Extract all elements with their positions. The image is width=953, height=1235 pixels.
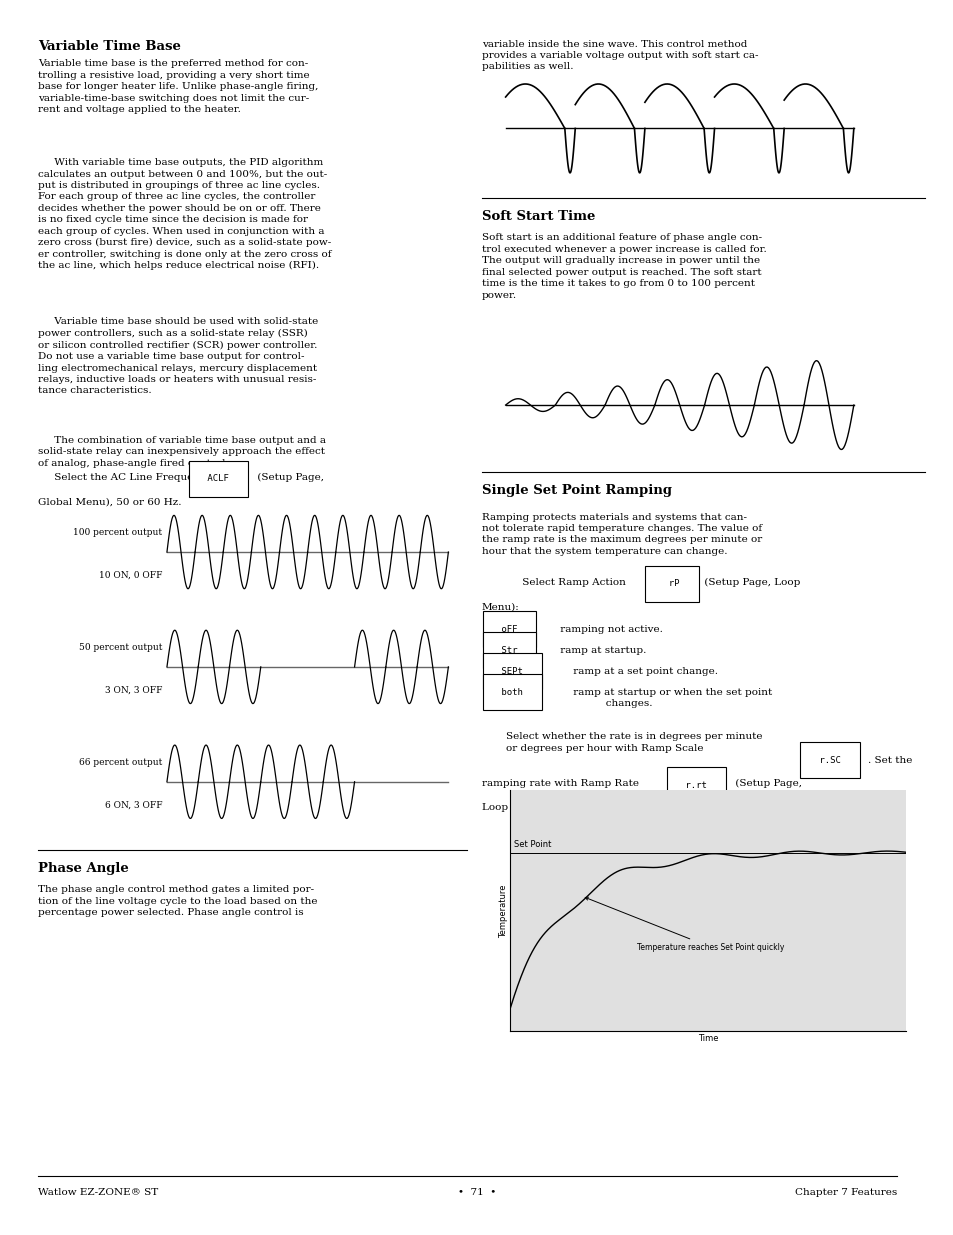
- Text: Soft Start Time: Soft Start Time: [481, 210, 595, 224]
- Text: r.rt: r.rt: [679, 781, 712, 789]
- Text: Variable time base should be used with solid-state
power controllers, such as a : Variable time base should be used with s…: [38, 317, 318, 395]
- Text: (Setup Page,: (Setup Page,: [253, 473, 323, 482]
- Text: 50 percent output: 50 percent output: [78, 643, 162, 652]
- Text: r.SC: r.SC: [813, 756, 845, 764]
- Text: (Setup Page,: (Setup Page,: [731, 779, 801, 788]
- Text: ramp at startup.: ramp at startup.: [557, 646, 646, 655]
- Text: Loop Menu).: Loop Menu).: [481, 803, 548, 811]
- Text: 6 ON, 3 OFF: 6 ON, 3 OFF: [105, 800, 162, 809]
- X-axis label: Time: Time: [698, 1034, 718, 1044]
- Text: ramping rate with Ramp Rate: ramping rate with Ramp Rate: [481, 779, 639, 788]
- Text: With variable time base outputs, the PID algorithm
calculates an output between : With variable time base outputs, the PID…: [38, 158, 332, 270]
- Text: Variable time base is the preferred method for con-
trolling a resistive load, p: Variable time base is the preferred meth…: [38, 59, 318, 114]
- Text: Variable Time Base: Variable Time Base: [38, 40, 181, 53]
- Text: variable inside the sine wave. This control method
provides a variable voltage o: variable inside the sine wave. This cont…: [481, 40, 758, 72]
- Text: Select Ramp Action: Select Ramp Action: [505, 578, 628, 587]
- Text: Soft start is an additional feature of phase angle con-
trol executed whenever a: Soft start is an additional feature of p…: [481, 233, 765, 300]
- Text: 66 percent output: 66 percent output: [79, 758, 162, 767]
- Text: Chapter 7 Features: Chapter 7 Features: [794, 1188, 896, 1197]
- Text: ramp at a set point change.: ramp at a set point change.: [569, 667, 717, 676]
- Text: The combination of variable time base output and a
solid-state relay can inexpen: The combination of variable time base ou…: [38, 436, 326, 468]
- Text: rP: rP: [658, 579, 684, 588]
- Text: (Setup Page, Loop: (Setup Page, Loop: [700, 578, 800, 587]
- Text: Ramping protects materials and systems that can-
not tolerate rapid temperature : Ramping protects materials and systems t…: [481, 513, 761, 556]
- Text: •  71  •: • 71 •: [457, 1188, 496, 1197]
- Text: Watlow EZ-ZONE® ST: Watlow EZ-ZONE® ST: [38, 1188, 158, 1197]
- Text: 10 ON, 0 OFF: 10 ON, 0 OFF: [98, 571, 162, 579]
- Text: Set Point: Set Point: [514, 841, 551, 850]
- Text: . Set the: . Set the: [867, 756, 912, 764]
- Text: Phase Angle: Phase Angle: [38, 862, 129, 876]
- Text: The phase angle control method gates a limited por-
tion of the line voltage cyc: The phase angle control method gates a l…: [38, 885, 317, 918]
- Text: Global Menu), 50 or 60 Hz.: Global Menu), 50 or 60 Hz.: [38, 498, 181, 506]
- Text: 3 ON, 3 OFF: 3 ON, 3 OFF: [105, 685, 162, 694]
- Text: Single Set Point Ramping: Single Set Point Ramping: [481, 484, 671, 498]
- Text: ramping not active.: ramping not active.: [557, 625, 662, 634]
- Text: Temperature reaches Set Point quickly: Temperature reaches Set Point quickly: [584, 897, 783, 952]
- Text: SEPt: SEPt: [496, 667, 528, 676]
- Text: 100 percent output: 100 percent output: [73, 529, 162, 537]
- Text: both: both: [496, 688, 528, 697]
- Text: Select whether the rate is in degrees per minute
or degrees per hour with Ramp S: Select whether the rate is in degrees pe…: [505, 732, 761, 753]
- Text: Str: Str: [496, 646, 522, 655]
- Text: Menu):: Menu):: [481, 603, 519, 611]
- Y-axis label: Temperature: Temperature: [498, 884, 507, 937]
- Text: oFF: oFF: [496, 625, 522, 634]
- Text: ramp at startup or when the set point
           changes.: ramp at startup or when the set point ch…: [569, 688, 771, 709]
- Text: ACLF: ACLF: [202, 474, 234, 483]
- Text: Select the AC Line Frequency: Select the AC Line Frequency: [38, 473, 214, 482]
